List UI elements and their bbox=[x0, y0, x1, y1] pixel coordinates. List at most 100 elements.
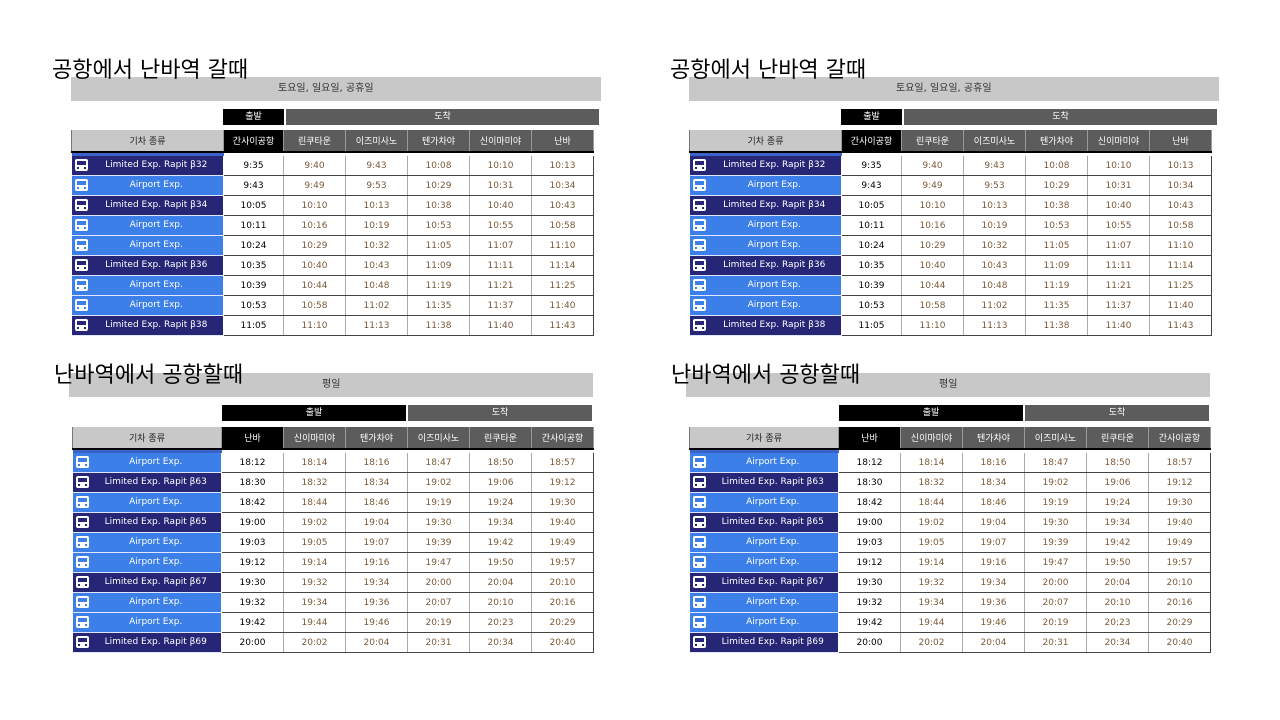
train-type-cell: Limited Exp. Rapit β34 bbox=[71, 195, 224, 216]
time-cell: 10:40 bbox=[469, 195, 532, 216]
time-cell: 19:16 bbox=[345, 552, 408, 573]
time-cell: 10:16 bbox=[283, 215, 346, 236]
train-name: Airport Exp. bbox=[129, 220, 183, 230]
train-name: Airport Exp. bbox=[129, 497, 183, 507]
time-cell: 19:05 bbox=[283, 532, 346, 553]
time-cell: 20:00 bbox=[221, 632, 284, 653]
column-header-station: 난바 bbox=[1149, 130, 1212, 153]
train-icon bbox=[74, 259, 88, 271]
train-icon bbox=[75, 556, 89, 568]
train-type-cell: Airport Exp. bbox=[689, 275, 842, 296]
time-cell: 19:30 bbox=[1148, 492, 1211, 513]
time-cell: 19:40 bbox=[531, 512, 594, 533]
time-cell: 18:42 bbox=[221, 492, 284, 513]
time-cell: 11:11 bbox=[469, 255, 532, 276]
train-type-cell: Airport Exp. bbox=[72, 492, 222, 513]
time-cell: 11:10 bbox=[1149, 235, 1212, 256]
time-cell: 11:35 bbox=[407, 295, 470, 316]
time-cell: 19:32 bbox=[838, 592, 901, 613]
train-name: Airport Exp. bbox=[129, 240, 183, 250]
time-cell: 11:38 bbox=[407, 315, 470, 336]
train-name: Limited Exp. Rapit β36 bbox=[723, 260, 826, 270]
time-cell: 20:10 bbox=[469, 592, 532, 613]
train-type-cell: Airport Exp. bbox=[71, 275, 224, 296]
train-type-cell: Airport Exp. bbox=[72, 592, 222, 613]
train-icon bbox=[692, 299, 706, 311]
time-cell: 19:57 bbox=[531, 552, 594, 573]
time-cell: 20:29 bbox=[531, 612, 594, 633]
train-icon bbox=[74, 159, 88, 171]
table-row: Airport Exp. 10:53 10:58 11:02 11:35 11:37 11:… bbox=[689, 295, 1212, 316]
train-icon bbox=[75, 596, 89, 608]
time-cell: 19:44 bbox=[900, 612, 963, 633]
train-icon bbox=[692, 159, 706, 171]
time-cell: 19:34 bbox=[1086, 512, 1149, 533]
time-cell: 10:44 bbox=[283, 275, 346, 296]
time-cell: 19:40 bbox=[1148, 512, 1211, 533]
time-cell: 10:31 bbox=[1087, 175, 1150, 196]
time-cell: 11:25 bbox=[531, 275, 594, 296]
time-cell: 19:03 bbox=[221, 532, 284, 553]
time-cell: 19:47 bbox=[1024, 552, 1087, 573]
time-cell: 11:19 bbox=[1025, 275, 1088, 296]
train-name: Airport Exp. bbox=[746, 597, 800, 607]
time-cell: 10:05 bbox=[841, 195, 902, 216]
table-row: Limited Exp. Rapit β34 10:05 10:10 10:13 10:… bbox=[689, 195, 1212, 216]
arrive-header: 도착 bbox=[286, 109, 599, 125]
time-cell: 10:39 bbox=[841, 275, 902, 296]
time-cell: 19:34 bbox=[962, 572, 1025, 593]
arrive-header: 도착 bbox=[904, 109, 1217, 125]
train-icon bbox=[692, 219, 706, 231]
train-icon bbox=[692, 199, 706, 211]
table-row: Airport Exp. 10:24 10:29 10:32 11:05 11:07 11:… bbox=[71, 235, 594, 256]
timetable-panel-namba-to-airport: 난바역에서 공항할때 평일 출발 도착 기차 종류 난바 신이마미야 텐가차야 이즈미사노 린쿠타… bbox=[671, 363, 1231, 663]
train-type-cell: Airport Exp. bbox=[689, 592, 839, 613]
column-header-station: 린쿠타운 bbox=[469, 427, 532, 450]
time-cell: 18:47 bbox=[1024, 453, 1087, 473]
arrive-header: 도착 bbox=[1025, 405, 1209, 421]
time-cell: 19:02 bbox=[407, 472, 470, 493]
train-type-cell: Airport Exp. bbox=[72, 612, 222, 633]
column-header-station: 신이마미야 bbox=[283, 427, 346, 450]
time-cell: 20:04 bbox=[345, 632, 408, 653]
timetable: 기차 종류 간사이공항 린쿠타운 이즈미사노 텐가차야 신이마미야 난바 Limited Ex… bbox=[71, 130, 594, 336]
train-type-cell: Airport Exp. bbox=[689, 175, 842, 196]
time-cell: 19:42 bbox=[838, 612, 901, 633]
train-icon bbox=[74, 239, 88, 251]
time-cell: 10:55 bbox=[1087, 215, 1150, 236]
time-cell: 20:02 bbox=[900, 632, 963, 653]
time-cell: 10:13 bbox=[963, 195, 1026, 216]
header-row: 기차 종류 간사이공항 린쿠타운 이즈미사노 텐가차야 신이마미야 난바 bbox=[71, 130, 594, 153]
train-type-cell: Limited Exp. Rapit β36 bbox=[689, 255, 842, 276]
time-cell: 11:09 bbox=[407, 255, 470, 276]
train-icon bbox=[74, 219, 88, 231]
panel-title: 공항에서 난바역 갈때 bbox=[670, 58, 867, 83]
train-icon bbox=[692, 476, 706, 488]
time-cell: 11:13 bbox=[963, 315, 1026, 336]
time-cell: 10:24 bbox=[223, 235, 284, 256]
time-cell: 9:35 bbox=[223, 156, 284, 176]
time-cell: 10:10 bbox=[283, 195, 346, 216]
time-cell: 19:00 bbox=[838, 512, 901, 533]
time-cell: 20:23 bbox=[469, 612, 532, 633]
time-cell: 11:11 bbox=[1087, 255, 1150, 276]
time-cell: 20:34 bbox=[469, 632, 532, 653]
time-cell: 19:42 bbox=[1086, 532, 1149, 553]
time-cell: 18:34 bbox=[962, 472, 1025, 493]
time-cell: 9:43 bbox=[223, 175, 284, 196]
time-cell: 19:07 bbox=[345, 532, 408, 553]
train-type-cell: Limited Exp. Rapit β32 bbox=[689, 156, 842, 176]
time-cell: 20:19 bbox=[1024, 612, 1087, 633]
time-cell: 11:02 bbox=[963, 295, 1026, 316]
train-icon bbox=[75, 636, 89, 648]
day-type-banner: 토요일, 일요일, 공휴일 bbox=[689, 77, 1219, 101]
column-header-station: 이즈미사노 bbox=[1024, 427, 1087, 450]
time-cell: 18:30 bbox=[221, 472, 284, 493]
table-row: Limited Exp. Rapit β32 9:35 9:40 9:43 10:08 1… bbox=[71, 156, 594, 176]
time-cell: 20:00 bbox=[407, 572, 470, 593]
timetable-panel-airport-to-namba: 공항에서 난바역 갈때 토요일, 일요일, 공휴일 출발 도착 기차 종류 간사이공항 린쿠… bbox=[52, 58, 612, 358]
table-row: Limited Exp. Rapit β38 11:05 11:10 11:13 11:… bbox=[71, 315, 594, 336]
column-header-station: 간사이공항 bbox=[531, 427, 594, 450]
column-header-station: 신이마미야 bbox=[900, 427, 963, 450]
train-name: Airport Exp. bbox=[746, 617, 800, 627]
